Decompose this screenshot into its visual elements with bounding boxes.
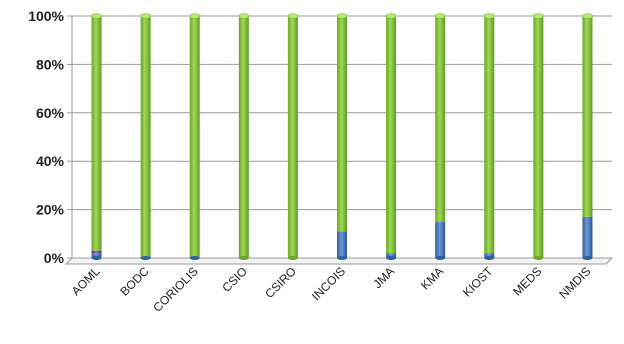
bar-cap [434, 13, 446, 19]
bar-segment [484, 253, 495, 258]
bar-base [287, 256, 298, 260]
bar-base [484, 256, 495, 260]
bar-segment [337, 231, 347, 258]
y-tick-label: 60% [36, 105, 65, 121]
bar-base [582, 256, 593, 260]
bar-segment [484, 16, 495, 254]
chart-floor [64, 257, 614, 265]
y-tick-label: 40% [36, 153, 65, 169]
bar-segment [533, 16, 544, 258]
bar-segment [91, 253, 102, 258]
bar-cap [140, 13, 151, 19]
bar-segment [386, 16, 397, 254]
bar-cap [287, 13, 299, 19]
y-tick-label: 0% [44, 250, 65, 266]
bar-cap [533, 13, 544, 19]
bar-segment [91, 16, 102, 251]
bar-cap [385, 13, 397, 19]
y-axis: 0% 20% 40% 60% 80% 100% [28, 8, 614, 266]
x-tick-label: INCOIS [309, 264, 348, 303]
bar-cap [189, 13, 201, 19]
bar-segment [140, 16, 151, 257]
bar-base [238, 256, 249, 260]
y-tick-label: 20% [36, 202, 65, 218]
bar-segment [386, 253, 397, 258]
bar-segment [91, 250, 102, 254]
bar-segment [435, 16, 446, 222]
x-tick-label: JMA [370, 264, 397, 291]
bar-cap [483, 13, 495, 19]
bar-segment [582, 16, 593, 217]
bar-segment [435, 221, 446, 258]
bar-base [189, 256, 200, 260]
bar-base [140, 256, 151, 260]
x-tick-label: CSIRO [262, 264, 299, 301]
bar-cap [582, 13, 593, 19]
y-tick-label: 80% [36, 56, 65, 72]
y-tick-label: 100% [28, 8, 64, 24]
bar-segment [238, 16, 249, 258]
x-tick-label: NMDIS [556, 264, 593, 301]
x-tick-label: AOML [69, 264, 103, 298]
bar-segment [287, 16, 298, 258]
bar-base [533, 256, 544, 260]
bar-cap [336, 13, 348, 19]
x-tick-label: KIOST [460, 264, 496, 300]
x-tick-label: BODC [117, 264, 152, 299]
bar-base [337, 256, 347, 260]
x-tick-label: MEDS [510, 264, 544, 298]
bar-base [386, 256, 397, 260]
bar-base [91, 256, 102, 260]
x-tick-label: CSIO [219, 264, 250, 295]
bars [91, 13, 593, 260]
bar-cap [91, 13, 102, 19]
bar-base [435, 256, 446, 260]
x-tick-label: KMA [418, 264, 446, 292]
x-tick-label: CORIOLIS [150, 264, 200, 314]
bar-segment [189, 16, 200, 257]
bar-segment [582, 216, 593, 258]
bar-segment [337, 16, 347, 232]
bar-cap [238, 13, 250, 19]
